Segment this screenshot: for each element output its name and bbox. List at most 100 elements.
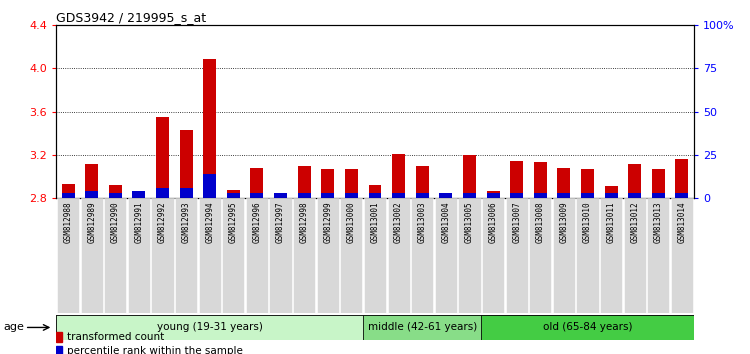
Bar	[321, 169, 334, 198]
Bar	[510, 161, 524, 198]
Text: GSM812996: GSM812996	[253, 202, 262, 243]
Text: GSM813004: GSM813004	[441, 202, 450, 243]
Text: GSM812989: GSM812989	[87, 202, 96, 243]
Bar	[56, 315, 363, 340]
Bar	[392, 154, 405, 198]
Bar	[56, 346, 62, 354]
Text: GSM813002: GSM813002	[394, 202, 403, 243]
Bar	[553, 198, 575, 313]
Bar	[482, 198, 504, 313]
Bar	[179, 188, 193, 198]
Bar	[458, 198, 481, 313]
Bar	[86, 191, 98, 198]
Bar	[463, 193, 476, 198]
Bar	[345, 193, 358, 198]
Bar	[104, 198, 126, 313]
Bar	[152, 198, 173, 313]
Text: percentile rank within the sample: percentile rank within the sample	[68, 346, 243, 354]
Bar	[534, 193, 547, 198]
Text: transformed count: transformed count	[68, 332, 165, 342]
Text: GSM813006: GSM813006	[488, 202, 497, 243]
Text: GSM812988: GSM812988	[64, 202, 73, 243]
Bar	[506, 198, 528, 313]
Text: young (19-31 years): young (19-31 years)	[157, 322, 262, 332]
Text: GSM812991: GSM812991	[134, 202, 143, 243]
Text: GSM813009: GSM813009	[560, 202, 568, 243]
Bar	[269, 198, 292, 313]
Bar	[175, 198, 197, 313]
Text: old (65-84 years): old (65-84 years)	[543, 322, 632, 332]
Bar	[530, 198, 551, 313]
Bar	[435, 198, 457, 313]
Text: GSM812995: GSM812995	[229, 202, 238, 243]
Bar	[128, 198, 150, 313]
Bar	[133, 196, 146, 198]
Text: GSM813013: GSM813013	[654, 202, 663, 243]
Bar	[604, 186, 617, 198]
Text: GSM813007: GSM813007	[512, 202, 521, 243]
Text: GSM813012: GSM813012	[630, 202, 639, 243]
Bar	[363, 315, 482, 340]
Bar	[676, 193, 688, 198]
Bar	[109, 193, 122, 198]
Bar	[56, 332, 62, 342]
Bar	[203, 59, 216, 198]
Bar	[604, 193, 617, 198]
Bar	[581, 193, 594, 198]
Bar	[109, 185, 122, 198]
Text: GSM813008: GSM813008	[536, 202, 544, 243]
Bar	[416, 193, 429, 198]
Bar	[364, 198, 386, 313]
Text: GSM812998: GSM812998	[300, 202, 309, 243]
Bar	[62, 184, 74, 198]
Bar	[274, 193, 287, 198]
Bar	[293, 198, 315, 313]
Bar	[392, 193, 405, 198]
Bar	[440, 193, 452, 198]
Bar	[463, 155, 476, 198]
Text: GSM813011: GSM813011	[607, 202, 616, 243]
Bar	[416, 166, 429, 198]
Bar	[133, 191, 146, 198]
Text: GSM813005: GSM813005	[465, 202, 474, 243]
Text: GSM812999: GSM812999	[323, 202, 332, 243]
Bar	[487, 193, 500, 198]
Bar	[676, 159, 688, 198]
Text: GSM812992: GSM812992	[158, 202, 167, 243]
Text: GDS3942 / 219995_s_at: GDS3942 / 219995_s_at	[56, 11, 206, 24]
Text: middle (42-61 years): middle (42-61 years)	[368, 322, 477, 332]
Bar	[600, 198, 622, 313]
Bar	[156, 117, 169, 198]
Bar	[557, 193, 571, 198]
Bar	[388, 198, 410, 313]
Bar	[652, 169, 664, 198]
Bar	[368, 185, 382, 198]
Bar	[628, 193, 641, 198]
Text: GSM813014: GSM813014	[677, 202, 686, 243]
Bar	[440, 196, 452, 198]
Bar	[411, 198, 434, 313]
Bar	[557, 168, 571, 198]
Text: age: age	[4, 322, 25, 332]
Bar	[62, 193, 74, 198]
Text: GSM812993: GSM812993	[182, 202, 190, 243]
Bar	[482, 315, 694, 340]
Text: GSM812997: GSM812997	[276, 202, 285, 243]
Bar	[203, 174, 216, 198]
Bar	[222, 198, 245, 313]
Bar	[274, 195, 287, 198]
Bar	[226, 190, 240, 198]
Text: GSM813010: GSM813010	[583, 202, 592, 243]
Bar	[199, 198, 220, 313]
Bar	[179, 130, 193, 198]
Text: GSM812990: GSM812990	[111, 202, 120, 243]
Bar	[316, 198, 339, 313]
Bar	[534, 162, 547, 198]
Bar	[368, 193, 382, 198]
Text: GSM813001: GSM813001	[370, 202, 380, 243]
Bar	[298, 193, 310, 198]
Text: GSM813000: GSM813000	[347, 202, 356, 243]
Bar	[340, 198, 362, 313]
Bar	[251, 168, 263, 198]
Text: GSM812994: GSM812994	[206, 202, 214, 243]
